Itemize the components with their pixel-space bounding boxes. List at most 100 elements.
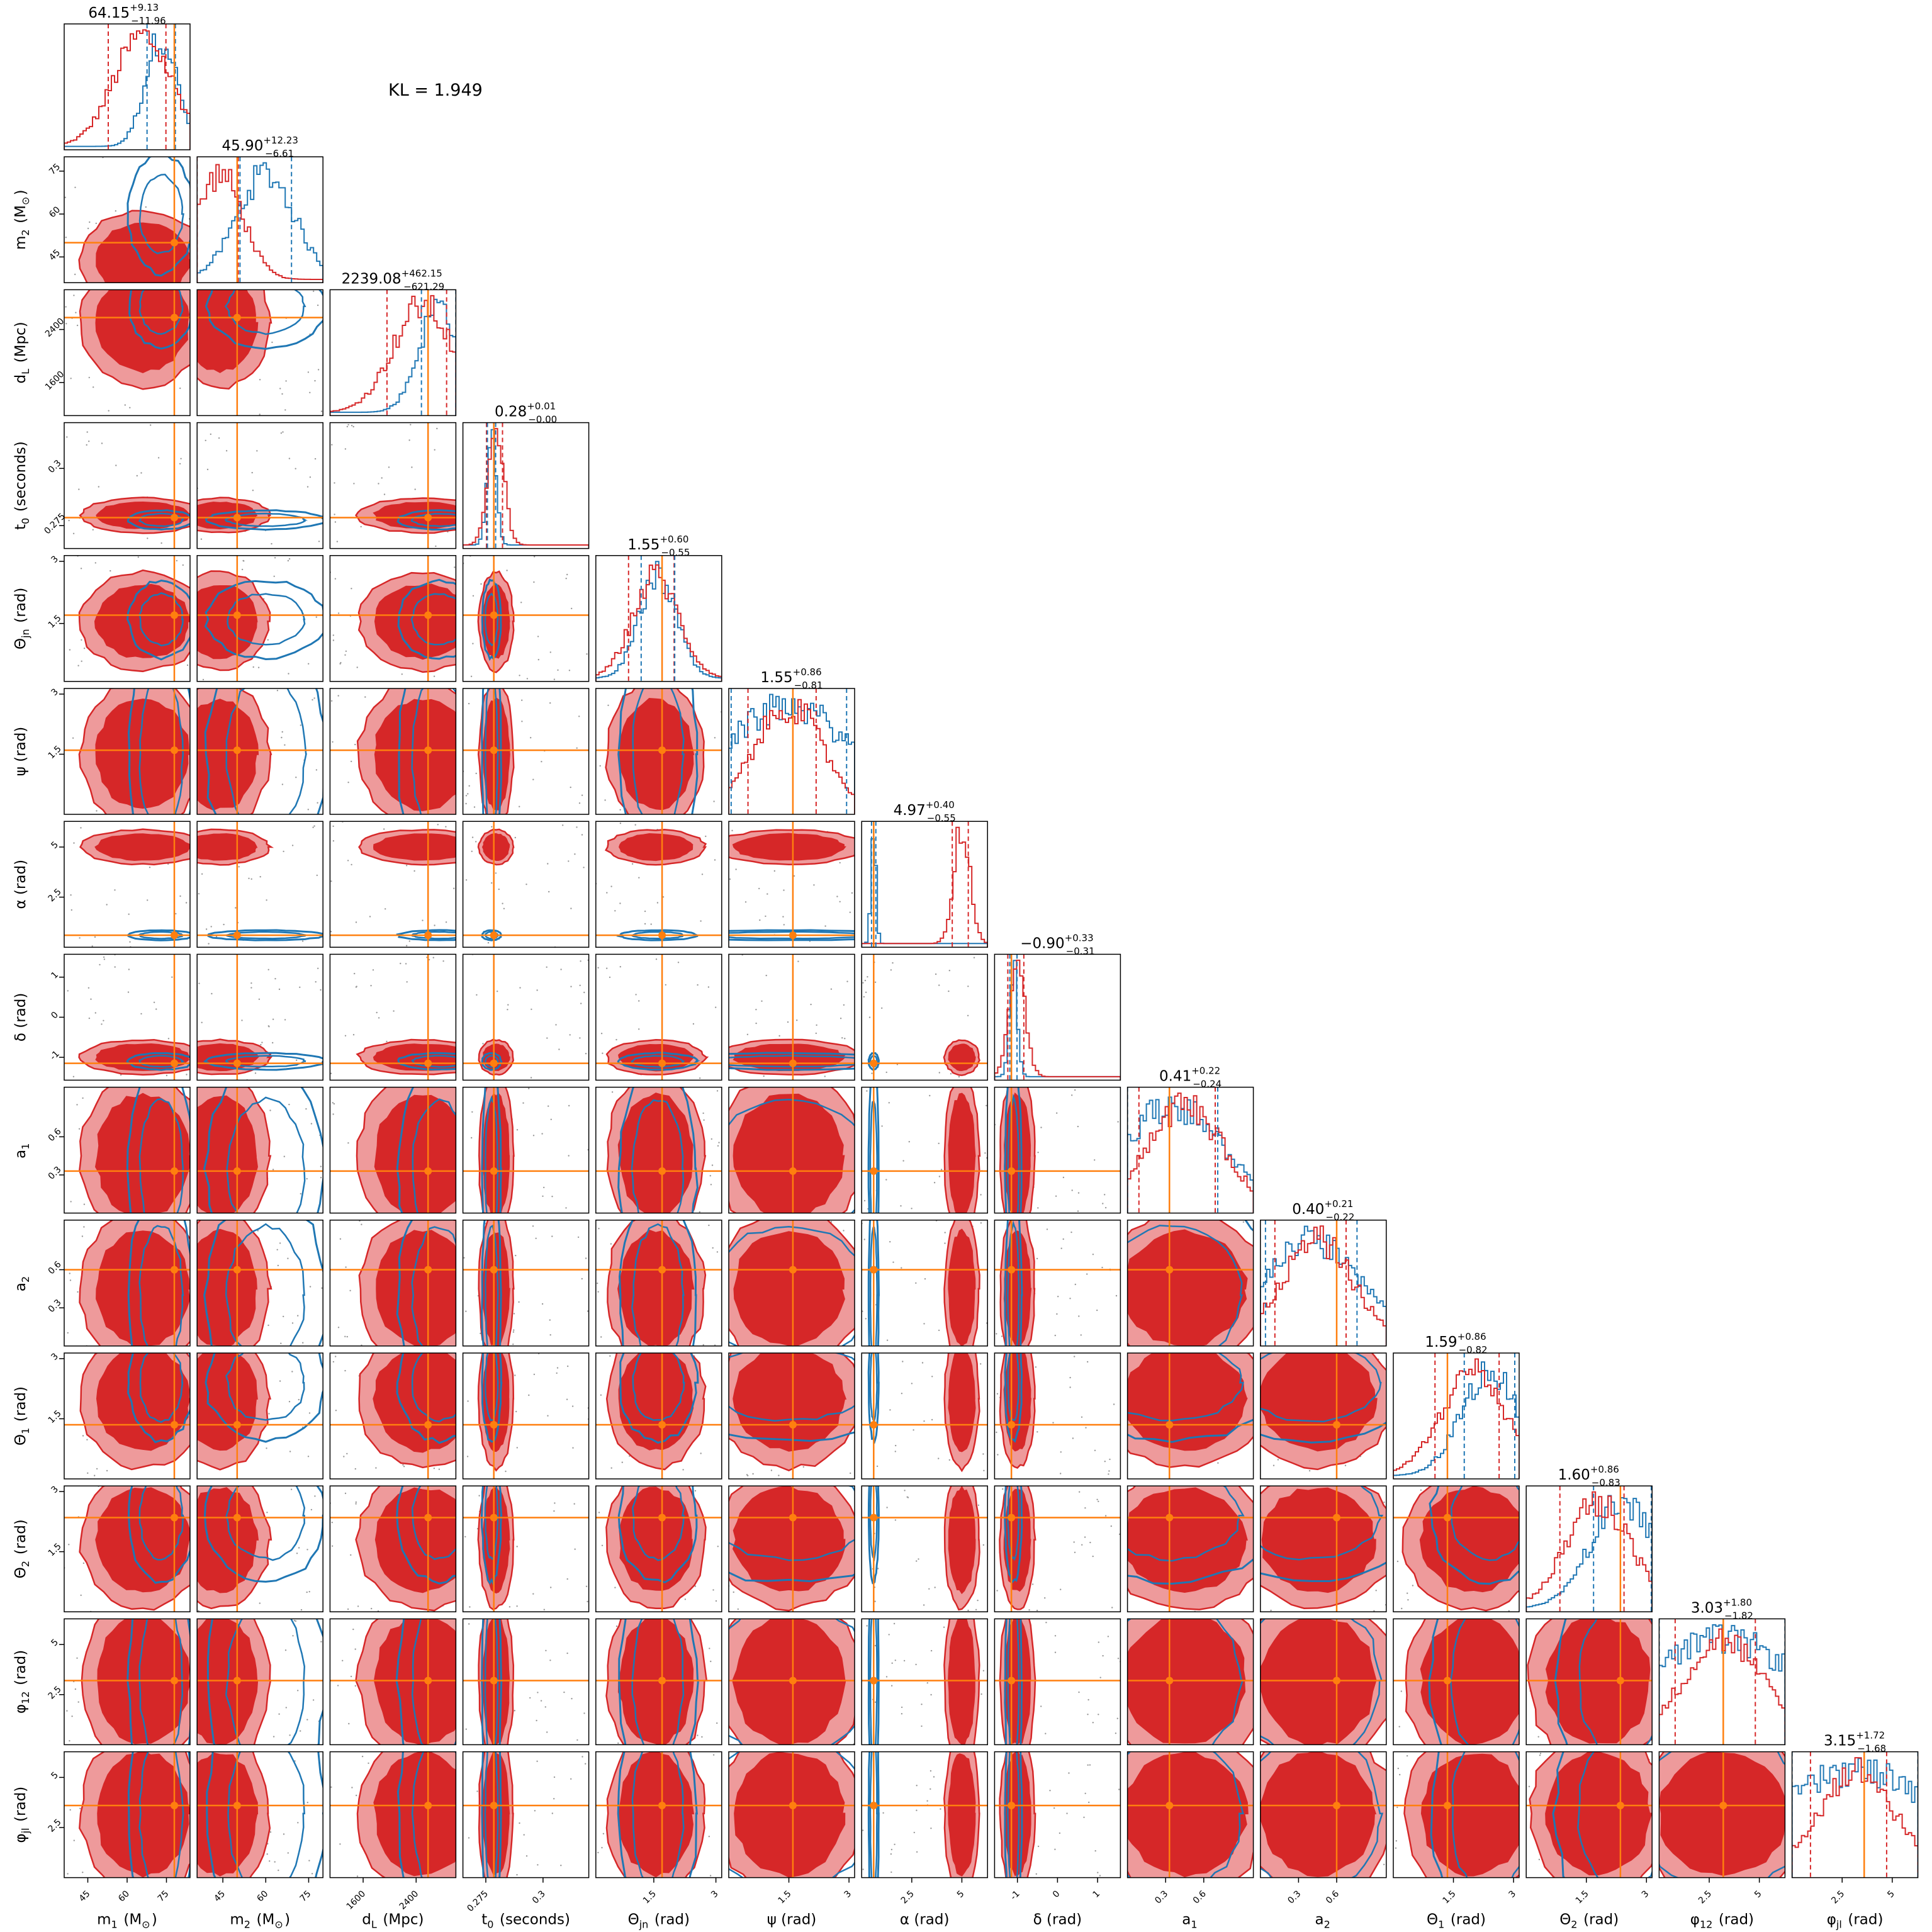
sample-dot bbox=[863, 996, 865, 998]
sample-dot bbox=[1092, 1722, 1094, 1724]
x-tick-label: 1.5 bbox=[1574, 1889, 1591, 1906]
sample-dot bbox=[702, 1112, 704, 1115]
sample-dot bbox=[65, 237, 67, 239]
sample-dot bbox=[337, 695, 339, 697]
truth-marker bbox=[1165, 1801, 1174, 1809]
sample-dot bbox=[609, 1355, 611, 1357]
panel-frame bbox=[196, 1485, 323, 1612]
sample-dot bbox=[1074, 1356, 1076, 1357]
panel-thetajn-dL bbox=[329, 555, 457, 682]
sample-dot bbox=[579, 984, 581, 987]
sample-dot bbox=[568, 1155, 570, 1157]
sample-dot bbox=[874, 1701, 877, 1703]
sample-dot bbox=[74, 186, 76, 188]
y-tick-label: 5 bbox=[49, 1637, 60, 1649]
sample-dot bbox=[1045, 1733, 1047, 1734]
sample-dot bbox=[518, 1301, 520, 1303]
sample-dot bbox=[547, 1415, 549, 1417]
sample-dot bbox=[604, 799, 606, 801]
sample-dot bbox=[815, 1032, 817, 1035]
sample-dot bbox=[332, 741, 334, 743]
sample-dot bbox=[930, 1649, 933, 1652]
sample-dot bbox=[410, 424, 412, 425]
sample-dot bbox=[93, 386, 94, 388]
contour-red-inner bbox=[619, 833, 694, 862]
sample-dot bbox=[930, 1693, 932, 1696]
x-tick-label: 1 bbox=[1091, 1889, 1103, 1900]
sample-dot bbox=[619, 823, 622, 824]
panel-phi12-alpha bbox=[861, 1618, 988, 1746]
panel-frame bbox=[994, 1352, 1121, 1480]
contour-blue-outer bbox=[481, 1619, 503, 1745]
sample-dot bbox=[280, 432, 283, 434]
contour-blue-inner bbox=[631, 1619, 685, 1745]
sample-dot bbox=[155, 1008, 157, 1010]
sample-dot bbox=[967, 1609, 969, 1612]
sample-dot bbox=[710, 1138, 713, 1140]
sample-dot bbox=[283, 1155, 285, 1157]
sample-dot bbox=[454, 566, 456, 568]
sample-dot bbox=[281, 731, 283, 733]
y-axis-label-theta1: Θ1 (rad) bbox=[13, 1386, 31, 1446]
sample-dot bbox=[468, 702, 470, 705]
contour-blue-inner bbox=[869, 1225, 878, 1346]
sample-dot bbox=[1538, 1858, 1541, 1860]
panel-frame bbox=[861, 1220, 988, 1347]
truth-marker bbox=[233, 1167, 241, 1175]
y-tick-label: 1.5 bbox=[47, 1408, 64, 1425]
sample-dot bbox=[101, 442, 103, 444]
sample-dot bbox=[73, 842, 75, 844]
sample-dot bbox=[717, 1145, 719, 1147]
sample-dot bbox=[287, 1852, 289, 1854]
sample-dot bbox=[276, 1249, 278, 1251]
sample-dot bbox=[904, 1490, 906, 1491]
sample-dot bbox=[198, 982, 200, 984]
sample-dot bbox=[81, 660, 82, 662]
panel-theta2-a2 bbox=[1260, 1485, 1387, 1612]
contour-blue-inner bbox=[227, 593, 306, 646]
sample-dot bbox=[901, 1706, 903, 1709]
x-tick-label: 2.5 bbox=[899, 1889, 916, 1906]
histogram-blue-dL bbox=[330, 298, 456, 416]
sample-dot bbox=[445, 921, 447, 923]
sample-dot bbox=[354, 743, 356, 746]
sample-dot bbox=[566, 1578, 568, 1580]
truth-marker bbox=[233, 1059, 241, 1067]
sample-dot bbox=[238, 866, 240, 868]
sample-dot bbox=[541, 761, 542, 763]
sample-dot bbox=[210, 926, 212, 928]
contour-blue-outer bbox=[480, 1486, 503, 1587]
sample-dot bbox=[317, 802, 318, 804]
sample-dot bbox=[355, 921, 357, 923]
sample-dot bbox=[1399, 1773, 1401, 1776]
panel-m1-m1: 64.15+9.13 −11.96 bbox=[64, 2, 191, 150]
title-alpha: 4.97+0.40 −0.55 bbox=[894, 799, 956, 824]
sample-dot bbox=[836, 896, 838, 897]
panel-m2-m2: 45.90+12.23 −6.61 bbox=[196, 135, 323, 283]
sample-dot bbox=[694, 1490, 697, 1492]
sample-dot bbox=[830, 988, 833, 990]
sample-dot bbox=[334, 521, 337, 523]
sample-dot bbox=[83, 648, 86, 649]
sample-dot bbox=[709, 1648, 710, 1649]
sample-dot bbox=[344, 1369, 346, 1372]
sample-dot bbox=[92, 529, 94, 531]
sample-dot bbox=[631, 863, 634, 865]
contour-red-inner bbox=[1127, 1751, 1249, 1878]
panel-phi12-a1 bbox=[1126, 1618, 1254, 1746]
sample-dot bbox=[1037, 1207, 1039, 1209]
sample-dot bbox=[498, 888, 500, 890]
sample-dot bbox=[475, 772, 477, 775]
sample-dot bbox=[1074, 1551, 1076, 1553]
sample-dot bbox=[96, 1468, 98, 1470]
sample-dot bbox=[1104, 1461, 1106, 1463]
contour-blue-inner bbox=[869, 1486, 879, 1562]
sample-dot bbox=[339, 1238, 342, 1240]
histogram-blue-t0 bbox=[463, 429, 589, 549]
histogram-blue-theta1 bbox=[1393, 1361, 1519, 1479]
sample-dot bbox=[293, 1620, 296, 1622]
sample-dot bbox=[268, 1026, 270, 1028]
sample-dot bbox=[1044, 1597, 1046, 1599]
